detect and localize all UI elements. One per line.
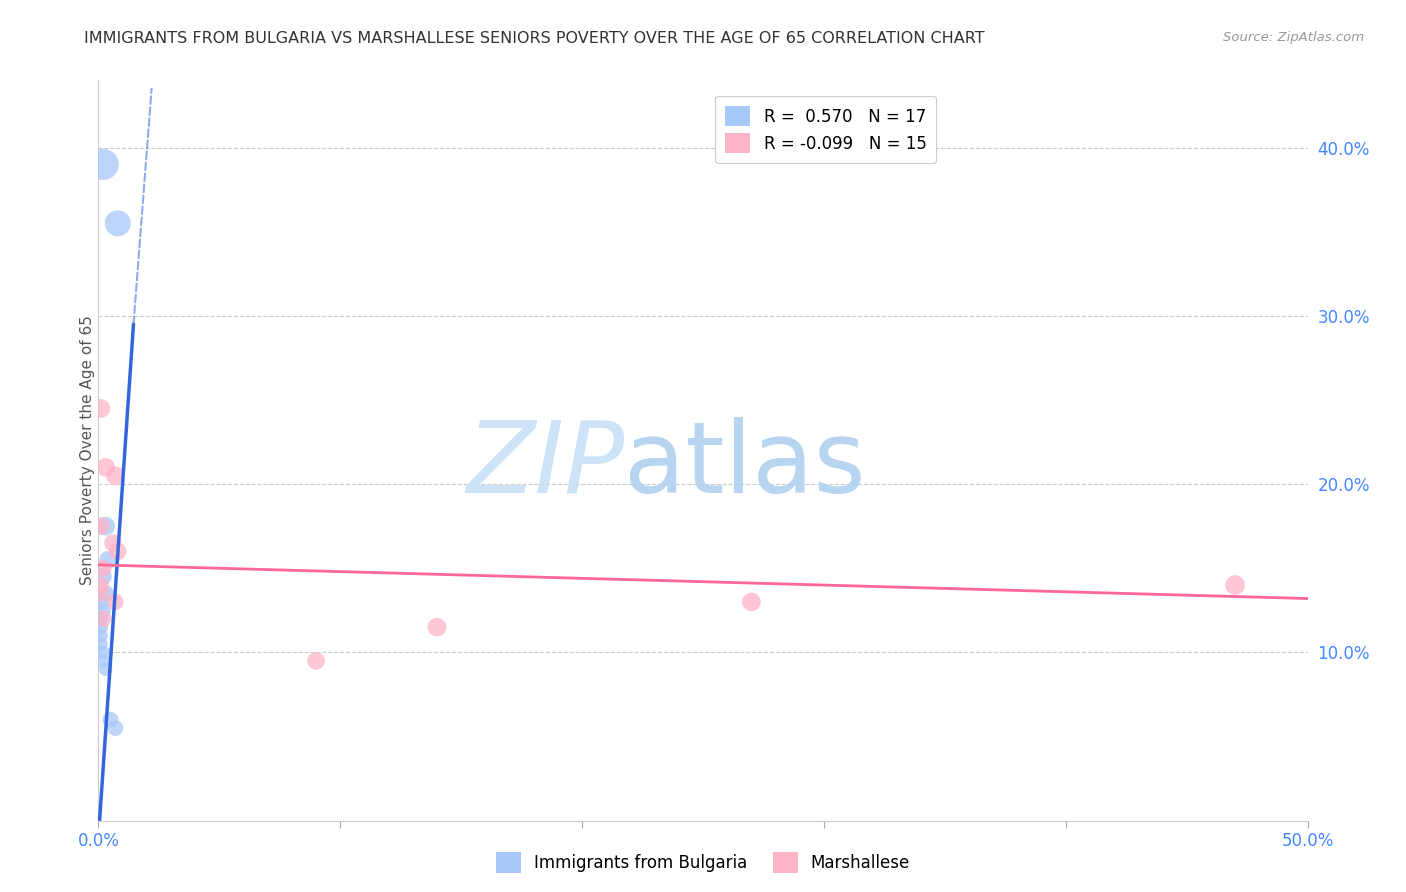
Text: Source: ZipAtlas.com: Source: ZipAtlas.com [1223,31,1364,45]
Point [91,157,114,171]
Point [91,612,114,626]
Point [107,216,129,230]
Text: ZIP: ZIP [467,417,624,514]
Point [90,586,112,600]
Point [94,586,117,600]
Legend: Immigrants from Bulgaria, Marshallese: Immigrants from Bulgaria, Marshallese [489,846,917,880]
Point [90,612,112,626]
Point [90,401,112,416]
Legend: R =  0.570   N = 17, R = -0.099   N = 15: R = 0.570 N = 17, R = -0.099 N = 15 [716,96,936,163]
Point [740,595,762,609]
Text: IMMIGRANTS FROM BULGARIA VS MARSHALLESE SENIORS POVERTY OVER THE AGE OF 65 CORRE: IMMIGRANTS FROM BULGARIA VS MARSHALLESE … [84,31,986,46]
Point [100,713,122,727]
Point [90,620,112,634]
Point [90,628,112,642]
Y-axis label: Seniors Poverty Over the Age of 65: Seniors Poverty Over the Age of 65 [80,316,94,585]
Text: atlas: atlas [624,417,866,514]
Point [90,519,112,533]
Point [101,536,124,550]
Point [1223,578,1246,592]
Point [90,595,112,609]
Point [104,595,127,609]
Point [97,553,120,567]
Point [426,620,449,634]
Point [104,468,127,483]
Point [91,603,114,617]
Point [104,721,127,735]
Point [94,519,117,533]
Point [91,561,114,575]
Point [90,637,112,651]
Point [91,654,114,668]
Point [90,578,112,592]
Point [91,645,114,659]
Point [91,569,114,583]
Point [107,544,129,558]
Point [94,662,117,676]
Point [305,654,328,668]
Point [94,460,117,475]
